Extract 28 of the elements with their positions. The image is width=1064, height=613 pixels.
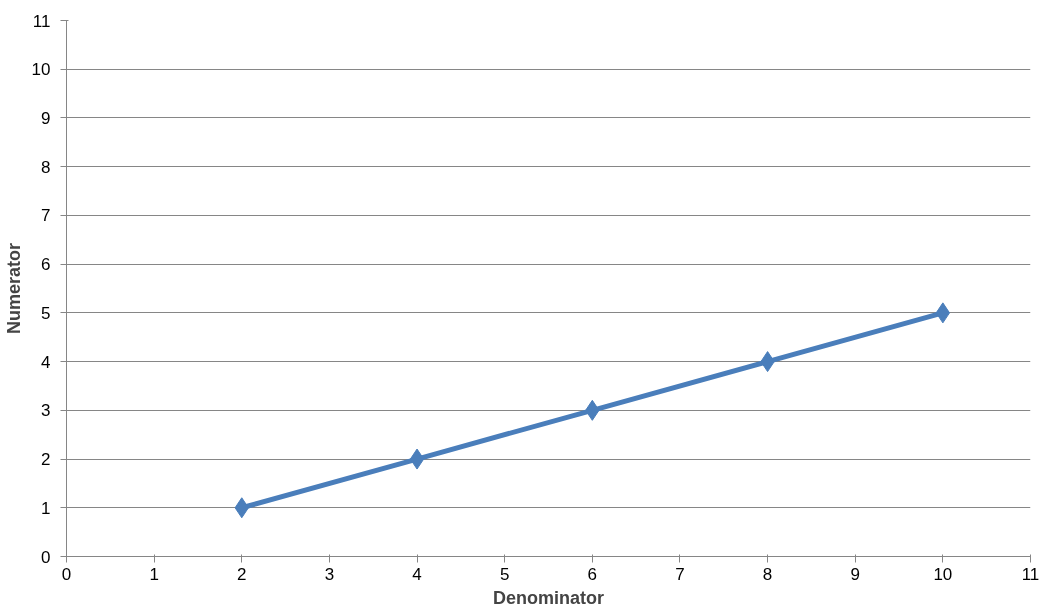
x-axis-title: Denominator [493,587,605,608]
x-tick-label: 3 [324,564,335,584]
x-tick-label: 11 [1021,564,1040,584]
x-tick-label: 9 [850,564,860,584]
y-tick-label: 1 [41,498,51,518]
y-tick-label: 3 [41,401,51,421]
x-tick-label: 2 [237,564,247,584]
y-tick-label: 10 [31,60,51,80]
x-tick-label: 8 [762,564,773,584]
y-tick-label: 11 [32,11,51,31]
point [409,448,425,470]
y-tick-label: 2 [41,450,51,470]
x-tick-label: 1 [149,564,159,584]
x-tick-label: 4 [412,564,422,584]
y-tick-label: 0 [41,547,51,567]
y-axis-title: Numerator [3,242,24,335]
x-tick-label: 0 [61,564,72,584]
point [935,302,951,324]
x-tick-label: 10 [933,564,953,584]
y-tick-label: 4 [41,352,51,372]
y-tick-label: 5 [41,303,51,323]
x-tick-label: 5 [499,564,510,584]
y-tick-label: 9 [41,108,51,128]
x-tick-label: 6 [587,564,598,584]
y-tick-label: 8 [41,157,51,177]
y-tick-label: 6 [41,255,51,275]
y-tick-label: 7 [41,206,51,226]
x-tick-label: 7 [675,564,685,584]
